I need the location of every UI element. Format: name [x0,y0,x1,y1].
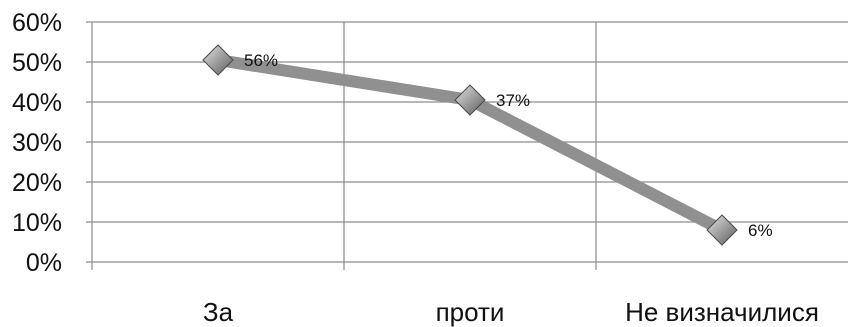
data-label: 56% [244,51,278,70]
y-tick-label: 20% [12,169,62,197]
x-category-label: проти [436,297,505,327]
data-point-marker [202,44,234,76]
y-tick-label: 30% [12,129,62,157]
y-tick-label: 60% [12,9,62,37]
x-category-label: За [203,297,234,327]
data-label: 37% [496,91,530,110]
x-category-label: Не визначилися [625,297,819,327]
series [202,44,738,246]
y-tick-label: 40% [12,89,62,117]
data-label: 6% [748,221,773,240]
data-point-marker [706,214,738,246]
y-tick-label: 50% [12,49,62,77]
y-tick-label: 10% [12,209,62,237]
x-axis-categories: За проти Не визначилися [203,297,819,327]
data-labels: 56% 37% 6% [244,51,773,240]
data-point-marker [454,84,486,116]
axes [86,21,92,263]
y-tick-label: 0% [26,249,62,277]
y-axis-ticks: 0% 10% 20% 30% 40% 50% 60% [12,9,62,277]
